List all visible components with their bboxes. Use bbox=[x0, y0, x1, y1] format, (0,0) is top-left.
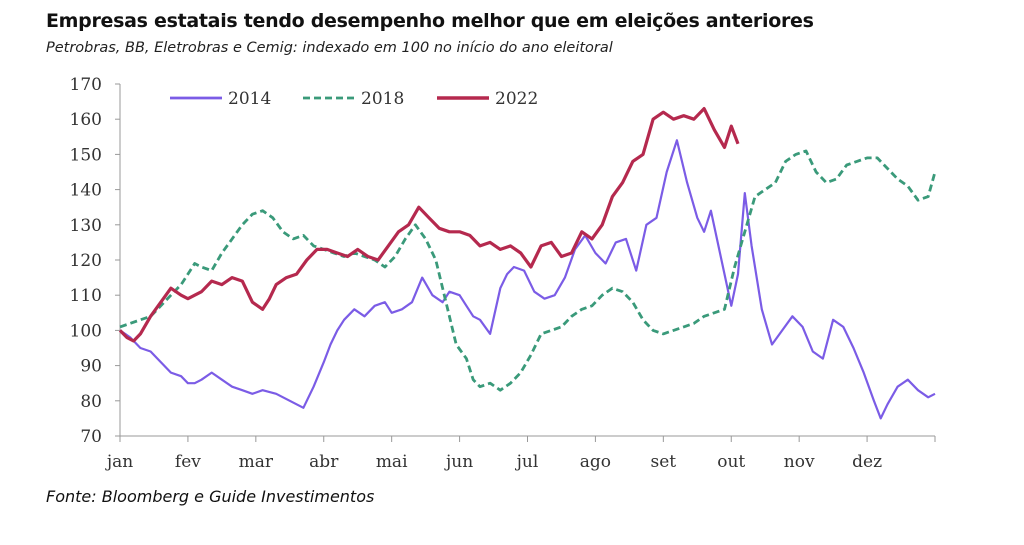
plot-area bbox=[118, 106, 937, 420]
x-tick-label: fev bbox=[175, 452, 201, 472]
x-tick-label: mar bbox=[239, 452, 274, 472]
y-tick-label: 90 bbox=[80, 357, 102, 377]
y-tick-label: 110 bbox=[70, 286, 102, 306]
series-line-2018 bbox=[119, 149, 937, 392]
y-tick-label: 80 bbox=[80, 392, 102, 412]
chart-title: Empresas estatais tendo desempenho melho… bbox=[46, 10, 814, 32]
legend-label-2014: 2014 bbox=[228, 89, 271, 109]
x-tick-label: mai bbox=[376, 452, 408, 472]
y-tick-label: 130 bbox=[70, 216, 102, 236]
x-tick-label: set bbox=[651, 452, 677, 472]
chart-subtitle: Petrobras, BB, Eletrobras e Cemig: index… bbox=[46, 40, 613, 56]
x-tick-label: jun bbox=[444, 452, 473, 472]
y-tick-label: 170 bbox=[70, 75, 102, 95]
x-tick-label: jan bbox=[105, 452, 133, 472]
series-line-2022 bbox=[118, 106, 740, 343]
x-tick-label: dez bbox=[852, 452, 882, 472]
x-tick-label: nov bbox=[784, 452, 815, 472]
legend-label-2018: 2018 bbox=[361, 89, 404, 109]
y-tick-label: 70 bbox=[80, 427, 102, 447]
y-tick-label: 140 bbox=[70, 181, 102, 201]
y-tick-label: 160 bbox=[70, 110, 102, 130]
series-line-2014 bbox=[119, 139, 936, 420]
y-tick-label: 120 bbox=[70, 251, 102, 271]
chart-legend: 2014 2018 2022 bbox=[170, 89, 538, 109]
chart-axes: 70 80 90 100 110 120 130 140 150 160 170 jan fev mar a… bbox=[70, 75, 936, 472]
x-tick-label: ago bbox=[580, 452, 611, 472]
legend-label-2022: 2022 bbox=[495, 89, 538, 109]
y-tick-label: 100 bbox=[70, 321, 102, 341]
x-tick-label: abr bbox=[309, 452, 339, 472]
y-tick-label: 150 bbox=[70, 145, 102, 165]
x-tick-label: jul bbox=[515, 452, 539, 472]
source-note: Fonte: Bloomberg e Guide Investimentos bbox=[46, 487, 375, 506]
x-tick-label: out bbox=[717, 452, 745, 472]
